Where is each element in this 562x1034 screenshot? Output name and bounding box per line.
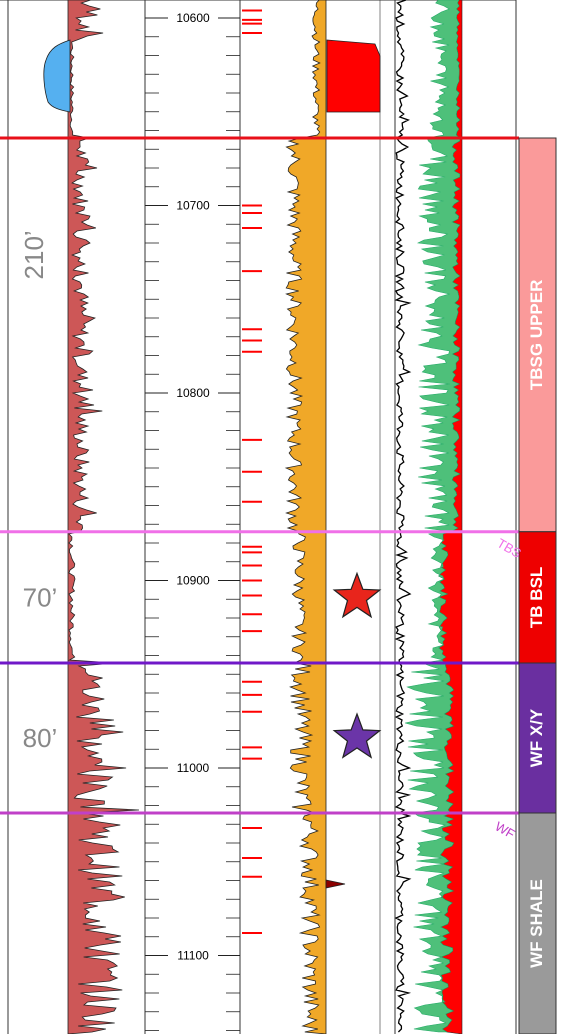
thickness-labels: 210’ 70’ 80’ xyxy=(19,230,57,753)
zone-column: TBSG UPPER TB BSL WF X/Y WF SHALE xyxy=(518,0,562,1034)
star-tb-bsl xyxy=(332,571,382,619)
red-marker-track xyxy=(242,9,262,934)
zone-tb-bsl-label: TB BSL xyxy=(527,567,546,628)
resistivity-curve xyxy=(394,0,412,1033)
depth-label: 11100 xyxy=(177,949,209,963)
depth-label: 11000 xyxy=(177,761,210,775)
zone-stars xyxy=(332,571,382,759)
depth-label: 10700 xyxy=(176,199,210,213)
density-track xyxy=(284,0,381,1034)
porosity-track xyxy=(405,0,463,1034)
density-red-block xyxy=(326,39,381,113)
zone-wf-shale-block xyxy=(518,812,557,1034)
depth-track: 10600 10700 10800 10900 11000 11100 xyxy=(145,11,240,1031)
zone-pick-lines xyxy=(0,136,519,815)
zone-tbsg-upper-block xyxy=(518,137,557,533)
star-wf-xy xyxy=(332,712,382,759)
zone-wf-xy-block xyxy=(518,662,557,814)
depth-label: 10800 xyxy=(176,386,210,400)
gamma-ray-track xyxy=(43,0,140,1034)
depth-label: 10900 xyxy=(176,574,210,588)
thickness-label-tbsg-upper: 210’ xyxy=(19,230,49,279)
zone-wf-shale-label: WF SHALE xyxy=(527,879,546,968)
depth-label: 10600 xyxy=(176,11,210,25)
thickness-label-wf-xy: 80’ xyxy=(23,723,58,753)
resistivity-track xyxy=(394,0,412,1033)
density-curve xyxy=(284,0,327,1034)
gamma-low-fill xyxy=(43,39,71,113)
zone-tbsg-upper-label: TBSG UPPER xyxy=(527,280,546,391)
gamma-ray-curve xyxy=(67,0,140,1034)
density-spike xyxy=(325,879,346,889)
thickness-label-tb-bsl: 70’ xyxy=(23,582,58,612)
porosity-green-fill xyxy=(405,0,461,1033)
zone-wf-xy-label: WF X/Y xyxy=(527,708,546,767)
